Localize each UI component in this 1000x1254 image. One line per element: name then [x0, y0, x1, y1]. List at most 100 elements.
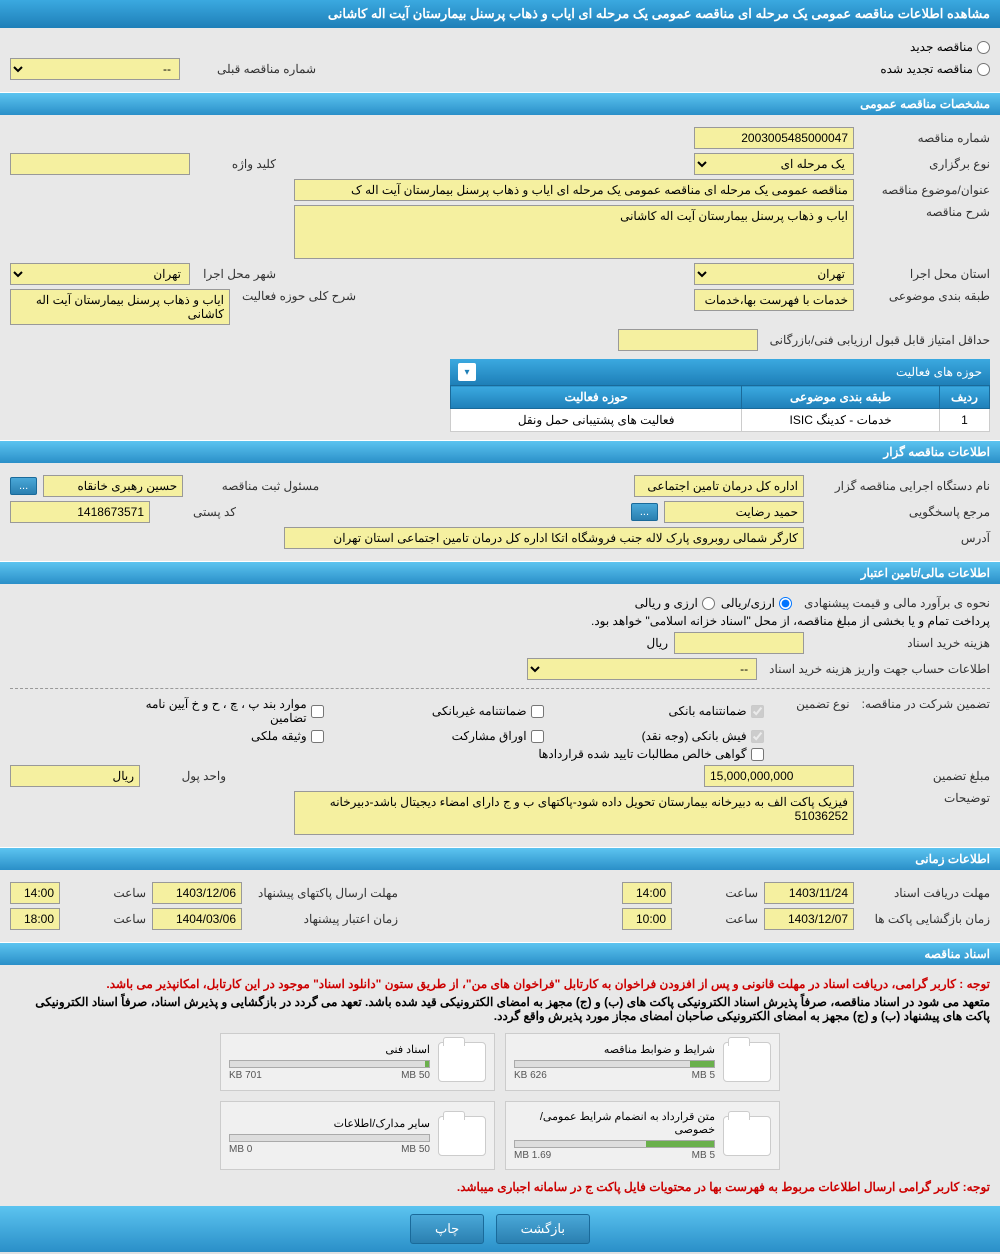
section-general: مشخصات مناقصه عمومی — [0, 92, 1000, 115]
agency-input[interactable] — [634, 475, 804, 497]
submit-date[interactable] — [152, 882, 242, 904]
prev-tender-select[interactable]: -- — [10, 58, 180, 80]
keyword-label: کلید واژه — [196, 157, 276, 171]
chk[interactable] — [311, 705, 324, 718]
lbl: ضمانتنامه بانکی — [668, 704, 746, 718]
expand-icon[interactable]: ▾ — [458, 363, 476, 381]
scope-label: شرح کلی حوزه فعالیت — [236, 289, 356, 303]
guarantee-amount-input[interactable] — [704, 765, 854, 787]
tender-no-input[interactable] — [694, 127, 854, 149]
min-score-input[interactable] — [618, 329, 758, 351]
opt-property[interactable]: وثیقه ملکی — [124, 729, 324, 743]
receive-date[interactable] — [764, 882, 854, 904]
opt-bank-receipt[interactable]: فیش بانکی (وجه نقد) — [564, 729, 764, 743]
category-input[interactable] — [694, 289, 854, 311]
address-label: آدرس — [810, 531, 990, 545]
open-date[interactable] — [764, 908, 854, 930]
postal-input[interactable] — [10, 501, 150, 523]
section-docs: اسناد مناقصه — [0, 942, 1000, 965]
account-select[interactable]: -- — [527, 658, 757, 680]
file-name: متن قرارداد به انضمام شرایط عمومی/خصوصی — [514, 1110, 715, 1136]
radio-new-label: مناقصه جدید — [910, 40, 973, 54]
currency-opt1[interactable]: ارزی/ریالی — [721, 596, 792, 610]
chk[interactable] — [531, 730, 544, 743]
scope-textarea[interactable]: ایاب و ذهاب پرسنل بیمارستان آیت اله کاشا… — [10, 289, 230, 325]
file-used: 1.69 MB — [514, 1150, 551, 1161]
lbl: ضمانتنامه غیربانکی — [432, 704, 527, 718]
doc-cost-input[interactable] — [674, 632, 804, 654]
lbl: وثیقه ملکی — [251, 729, 307, 743]
file-card[interactable]: سایر مدارک/اطلاعات 50 MB0 MB — [220, 1101, 495, 1170]
table-row: 1 خدمات - کدینگ ISIC فعالیت های پشتیبانی… — [451, 409, 990, 432]
type-select[interactable]: یک مرحله ای — [694, 153, 854, 175]
currency-input[interactable] — [10, 765, 140, 787]
prev-tender-label: شماره مناقصه قبلی — [186, 62, 316, 76]
file-card[interactable]: شرایط و ضوابط مناقصه 5 MB626 KB — [505, 1033, 780, 1091]
doc-cost-unit: ریال — [646, 636, 668, 650]
city-select[interactable]: تهران — [10, 263, 190, 285]
chk[interactable] — [751, 748, 764, 761]
registrar-more-button[interactable]: ... — [10, 477, 37, 495]
opt-bpjkh[interactable]: موارد بند پ ، چ ، ح و خ آیین نامه تضامین — [124, 697, 324, 725]
currency-radio1[interactable] — [779, 597, 792, 610]
opt-bonds[interactable]: اوراق مشارکت — [344, 729, 544, 743]
validity-date[interactable] — [152, 908, 242, 930]
file-name: اسناد فنی — [229, 1043, 430, 1056]
radio-new-input[interactable] — [977, 41, 990, 54]
min-score-label: حداقل امتیاز قابل قبول ارزیابی فنی/بازرگ… — [764, 333, 990, 347]
province-select[interactable]: تهران — [694, 263, 854, 285]
address-input[interactable] — [284, 527, 804, 549]
subject-input[interactable] — [294, 179, 854, 201]
file-card[interactable]: متن قرارداد به انضمام شرایط عمومی/خصوصی … — [505, 1101, 780, 1170]
progress-bar — [514, 1060, 715, 1068]
activity-table-title: حوزه های فعالیت — [896, 365, 982, 379]
province-label: استان محل اجرا — [860, 267, 990, 281]
cell-idx: 1 — [940, 409, 990, 432]
opt-nonbank[interactable]: ضمانتنامه غیربانکی — [344, 697, 544, 725]
currency-opt2-label: ارزی و ریالی — [635, 596, 698, 610]
validity-time[interactable] — [10, 908, 60, 930]
progress-bar — [229, 1134, 430, 1142]
financial-body: نحوه ی برآورد مالی و قیمت پیشنهادی ارزی/… — [0, 584, 1000, 847]
currency-opt2[interactable]: ارزی و ریالی — [635, 596, 715, 610]
guarantee-options: ضمانتنامه بانکی ضمانتنامه غیربانکی موارد… — [124, 697, 764, 761]
opt-bank-guarantee[interactable]: ضمانتنامه بانکی — [564, 697, 764, 725]
radio-new-tender[interactable]: مناقصه جدید — [910, 40, 990, 54]
guarantee-amount-label: مبلغ تضمین — [860, 769, 990, 783]
section-financial: اطلاعات مالی/تامین اعتبار — [0, 561, 1000, 584]
notes-textarea[interactable]: فیزیک پاکت الف به دبیرخانه بیمارستان تحو… — [294, 791, 854, 835]
back-button[interactable]: بازگشت — [496, 1214, 590, 1244]
guarantee-type-label: نوع تضمین — [770, 697, 850, 711]
contact-input[interactable] — [664, 501, 804, 523]
print-button[interactable]: چاپ — [410, 1214, 484, 1244]
validity-label: زمان اعتبار پیشنهاد — [248, 912, 398, 926]
radio-renewed-tender[interactable]: مناقصه تجدید شده — [880, 62, 990, 76]
col-scope: حوزه فعالیت — [451, 386, 742, 409]
radio-renewed-label: مناقصه تجدید شده — [880, 62, 973, 76]
folder-icon — [438, 1042, 486, 1082]
chk[interactable] — [531, 705, 544, 718]
lbl: اوراق مشارکت — [452, 729, 527, 743]
submit-time[interactable] — [10, 882, 60, 904]
desc-textarea[interactable]: ایاب و ذهاب پرسنل بیمارستان آیت اله کاشا… — [294, 205, 854, 259]
opt-net-claims[interactable]: گواهی خالص مطالبات تایید شده قراردادها — [344, 747, 764, 761]
currency-opt1-label: ارزی/ریالی — [721, 596, 775, 610]
radio-renewed-input[interactable] — [977, 63, 990, 76]
chk[interactable] — [311, 730, 324, 743]
file-card[interactable]: اسناد فنی 50 MB701 KB — [220, 1033, 495, 1091]
registrar-label: مسئول ثبت مناقصه — [189, 479, 319, 493]
docs-note3: توجه: کاربر گرامی ارسال اطلاعات مربوط به… — [10, 1180, 990, 1194]
registrar-input[interactable] — [43, 475, 183, 497]
folder-icon — [723, 1116, 771, 1156]
doc-cost-label: هزینه خرید اسناد — [810, 636, 990, 650]
keyword-input[interactable] — [10, 153, 190, 175]
open-time[interactable] — [622, 908, 672, 930]
chk[interactable] — [751, 705, 764, 718]
contact-more-button[interactable]: ... — [631, 503, 658, 521]
col-row: ردیف — [940, 386, 990, 409]
chk[interactable] — [751, 730, 764, 743]
currency-radio2[interactable] — [702, 597, 715, 610]
file-cap: 5 MB — [692, 1070, 715, 1081]
docs-body: توجه : کاربر گرامی، دریافت اسناد در مهلت… — [0, 965, 1000, 1206]
receive-time[interactable] — [622, 882, 672, 904]
